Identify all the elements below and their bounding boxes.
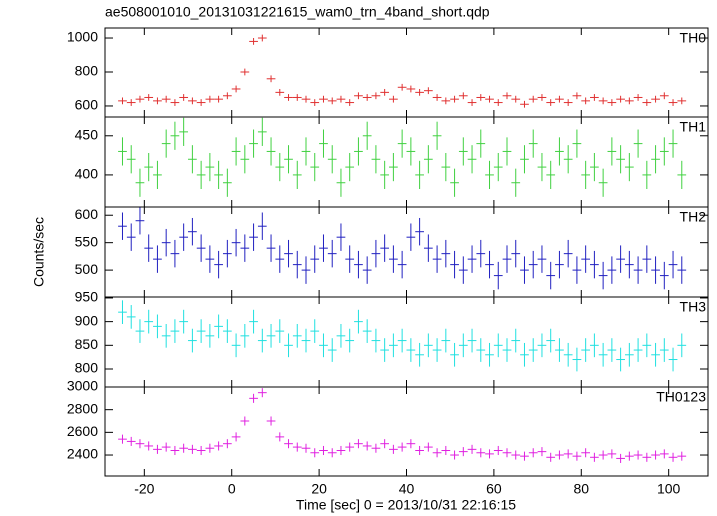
panel-frame <box>104 116 709 208</box>
y-tick-label: 550 <box>75 233 99 249</box>
panel-frame <box>104 27 709 118</box>
panel-label: TH0123 <box>656 389 706 405</box>
x-tick-label: 0 <box>228 481 236 497</box>
y-axis-label: Counts/sec <box>31 217 47 287</box>
panel-frame <box>104 206 709 298</box>
y-tick-label: 500 <box>75 261 99 277</box>
y-tick-label: 800 <box>75 63 99 79</box>
y-tick-label: 950 <box>75 289 99 305</box>
x-axis-label: Time [sec] 0 = 2013/10/31 22:16:15 <box>296 497 516 513</box>
x-tick-label: 20 <box>311 481 327 497</box>
y-tick-label: 2600 <box>67 423 98 439</box>
y-tick-label: 2800 <box>67 400 98 416</box>
y-tick-label: 600 <box>75 97 99 113</box>
y-tick-label: 400 <box>75 166 99 182</box>
x-tick-label: 40 <box>399 481 415 497</box>
panel-frame <box>104 386 709 477</box>
y-tick-label: 900 <box>75 312 99 328</box>
panel-frame <box>104 296 709 388</box>
x-tick-label: 80 <box>573 481 589 497</box>
y-tick-label: 450 <box>75 126 99 142</box>
x-tick-label: 100 <box>657 481 681 497</box>
y-tick-label: 2400 <box>67 446 98 462</box>
x-tick-label: 60 <box>486 481 502 497</box>
y-tick-label: 3000 <box>67 378 98 394</box>
panel-label: TH3 <box>680 299 707 315</box>
y-tick-label: 600 <box>75 206 99 222</box>
y-tick-label: 1000 <box>67 29 98 45</box>
panel-label: TH2 <box>680 209 707 225</box>
y-tick-label: 800 <box>75 360 99 376</box>
panel-label: TH0 <box>680 30 707 46</box>
chart-title: ae508001010_20131031221615_wam0_trn_4ban… <box>105 4 490 20</box>
x-tick-label: -20 <box>134 481 154 497</box>
panel-label: TH1 <box>680 119 707 135</box>
y-tick-label: 850 <box>75 336 99 352</box>
